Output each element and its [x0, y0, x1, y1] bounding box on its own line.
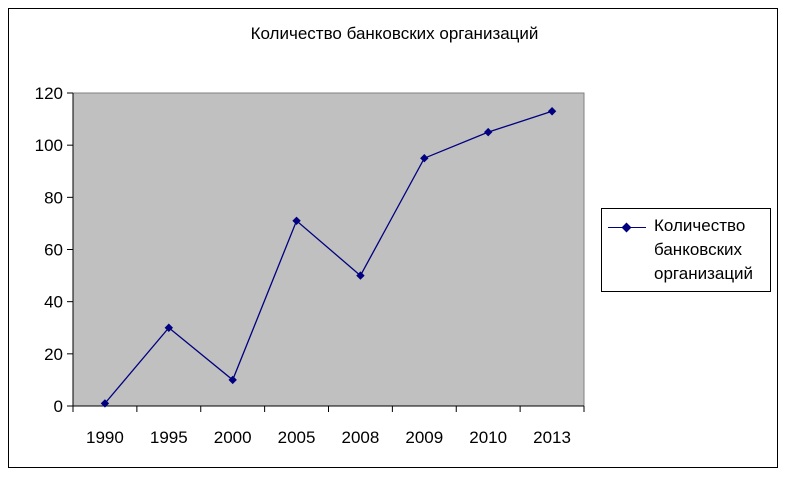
data-point	[547, 107, 557, 116]
data-point	[483, 127, 493, 137]
x-tick-label: 2008	[342, 428, 380, 447]
data-point	[164, 323, 174, 332]
x-tick-label: 1990	[86, 428, 124, 447]
data-point	[100, 399, 110, 408]
legend-diamond-icon	[621, 222, 632, 233]
legend-label-line-3: организаций	[654, 264, 754, 283]
data-point	[420, 154, 429, 163]
data-point	[228, 375, 237, 385]
series-line	[104, 110, 553, 404]
x-tick-label: 2009	[405, 428, 443, 447]
chart-title: Количество банковских организаций	[250, 24, 539, 43]
y-tick-label: 60	[44, 241, 63, 260]
y-tick-label: 20	[44, 345, 63, 364]
y-tick-label: 100	[35, 136, 63, 155]
y-tick-label: 80	[44, 188, 63, 207]
plot-area	[72, 92, 585, 407]
data-point	[292, 216, 301, 226]
y-tick-label: 0	[54, 397, 63, 416]
x-tick-label: 2000	[214, 428, 252, 447]
legend: Количество банковских организаций	[601, 208, 771, 292]
legend-label-line-1: Количество	[654, 216, 746, 235]
x-tick-label: 2013	[533, 428, 571, 447]
y-tick-label: 120	[35, 84, 63, 103]
data-point	[356, 271, 365, 280]
y-tick-label: 40	[44, 293, 63, 312]
legend-label-line-2: банковских	[654, 240, 743, 259]
x-tick-label: 1995	[150, 428, 188, 447]
legend-label: Количество банковских организаций	[654, 214, 753, 286]
x-tick-label: 2010	[469, 428, 507, 447]
x-tick-label: 2005	[278, 428, 316, 447]
